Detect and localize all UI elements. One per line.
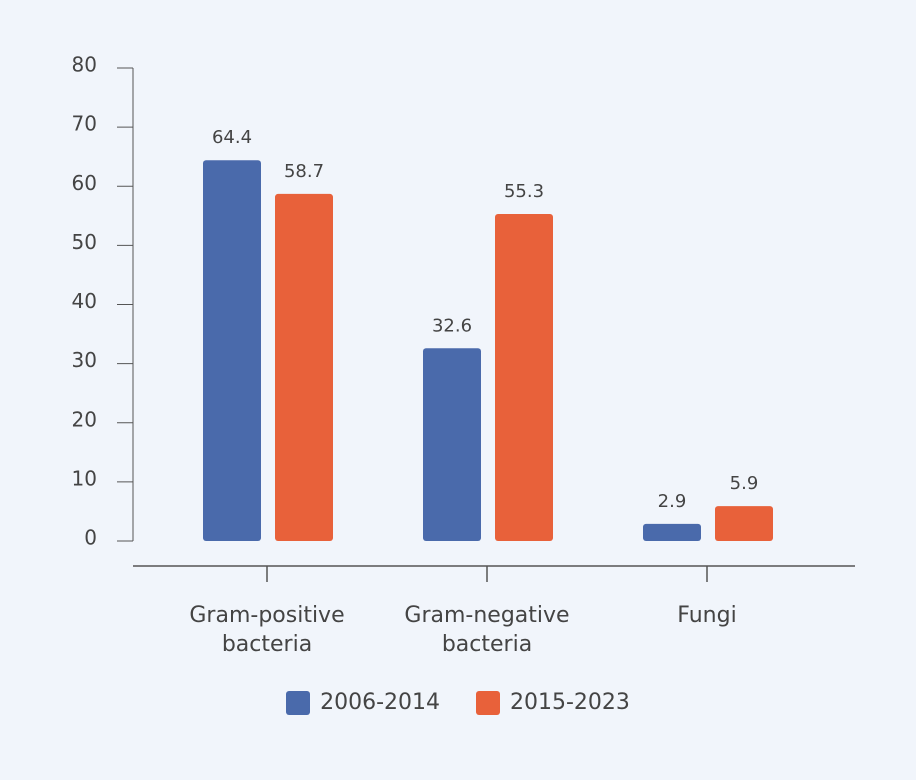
value-label: 2.9: [658, 491, 687, 512]
bar: [495, 214, 553, 541]
bar: [423, 348, 481, 541]
y-tick-label: 30: [72, 348, 97, 372]
legend-label: 2015-2023: [510, 690, 630, 715]
x-tick-label: Fungi: [677, 603, 737, 628]
y-tick-label: 0: [84, 526, 97, 550]
value-label: 32.6: [432, 315, 472, 336]
bar: [275, 193, 333, 541]
value-label: 5.9: [730, 473, 759, 494]
y-tick-label: 20: [72, 407, 97, 431]
value-label: 55.3: [504, 181, 544, 202]
y-tick-label: 40: [72, 289, 97, 313]
legend-item: 2015-2023: [476, 690, 630, 715]
bar: [643, 523, 701, 541]
legend-item: 2006-2014: [286, 690, 440, 715]
bar: [203, 160, 261, 542]
legend-swatch: [286, 690, 311, 715]
y-tick-label: 10: [72, 466, 97, 490]
x-tick-label: Gram-positive bacteria: [189, 603, 345, 657]
y-tick-label: 60: [72, 171, 97, 195]
y-tick-label: 70: [72, 112, 97, 136]
value-label: 64.4: [212, 127, 252, 148]
legend-label: 2006-2014: [320, 690, 440, 715]
legend-swatch: [476, 690, 500, 715]
legend: 2006-2014 2015-2023: [0, 690, 916, 715]
x-tick-label: Gram-negative bacteria: [404, 603, 570, 657]
value-label: 58.7: [284, 161, 324, 182]
y-tick-label: 80: [72, 53, 97, 77]
bar: [715, 506, 773, 541]
y-tick-label: 50: [72, 230, 97, 254]
